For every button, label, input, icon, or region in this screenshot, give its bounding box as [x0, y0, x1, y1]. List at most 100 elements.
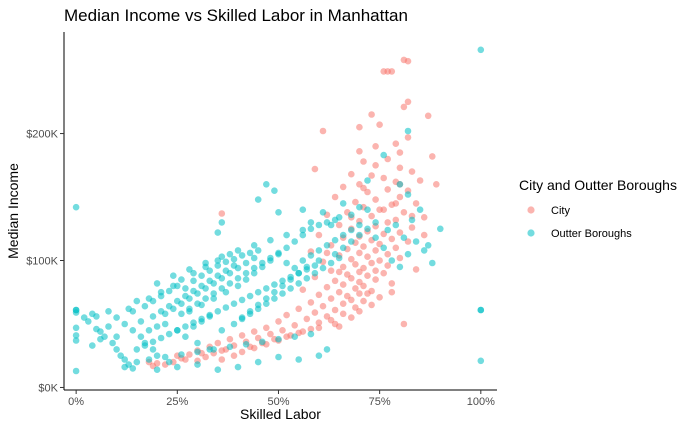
data-point	[424, 112, 432, 120]
data-point	[376, 121, 383, 128]
data-point	[226, 343, 234, 351]
data-point	[477, 46, 485, 54]
data-point	[372, 276, 379, 283]
data-point	[364, 253, 371, 260]
data-point	[360, 158, 367, 165]
data-point	[384, 226, 392, 234]
data-point	[279, 277, 286, 285]
data-point	[186, 305, 193, 313]
data-point	[190, 319, 197, 327]
data-point	[230, 300, 238, 308]
data-point	[129, 327, 137, 334]
legend-label: City	[551, 205, 570, 217]
data-point	[206, 277, 213, 285]
data-point	[279, 327, 286, 334]
data-point	[392, 200, 400, 207]
points-layer	[72, 46, 485, 375]
data-point	[105, 308, 112, 315]
data-point	[303, 275, 311, 282]
data-point	[259, 259, 266, 267]
data-point	[89, 342, 96, 349]
data-point	[250, 269, 258, 277]
data-point	[157, 308, 165, 315]
data-point	[72, 337, 80, 344]
data-point	[368, 172, 375, 179]
data-point	[178, 351, 185, 358]
data-point	[339, 231, 347, 239]
data-point	[182, 323, 189, 330]
data-point	[174, 363, 181, 371]
data-point	[339, 300, 347, 308]
data-point	[72, 367, 80, 375]
data-point	[198, 272, 205, 280]
data-point	[242, 341, 250, 348]
data-point	[182, 356, 189, 363]
data-point	[287, 273, 294, 281]
data-point	[291, 264, 299, 272]
data-point	[311, 269, 319, 277]
data-point	[392, 221, 400, 229]
data-point	[238, 296, 246, 304]
data-point	[388, 235, 396, 243]
data-point	[149, 346, 157, 353]
data-point	[174, 297, 181, 305]
data-point	[412, 200, 420, 207]
data-point	[275, 353, 282, 361]
data-point	[165, 330, 173, 338]
data-point	[72, 203, 80, 211]
data-point	[477, 306, 485, 314]
data-point	[307, 252, 315, 259]
data-point	[153, 323, 161, 330]
data-point	[218, 219, 226, 226]
data-point	[315, 231, 323, 239]
data-point	[429, 259, 436, 267]
data-point	[372, 196, 379, 203]
data-point	[109, 339, 116, 347]
data-point	[339, 310, 347, 318]
data-point	[396, 149, 404, 156]
y-tick-label: $200K	[26, 129, 58, 141]
data-point	[206, 311, 213, 319]
data-point	[234, 363, 242, 371]
data-point	[214, 229, 222, 236]
data-point	[137, 333, 145, 341]
data-point	[174, 327, 181, 334]
data-point	[368, 301, 375, 309]
data-point	[230, 255, 238, 263]
data-point	[348, 255, 355, 263]
data-point	[356, 231, 363, 239]
data-point	[331, 236, 339, 244]
data-point	[133, 346, 141, 353]
data-point	[380, 174, 388, 182]
data-point	[339, 200, 347, 207]
data-point	[133, 297, 141, 305]
data-point	[315, 319, 323, 327]
data-point	[348, 226, 355, 234]
data-point	[392, 244, 400, 252]
data-point	[275, 249, 282, 257]
data-point	[384, 250, 392, 258]
data-point	[206, 267, 213, 275]
data-point	[396, 263, 404, 271]
data-point	[182, 285, 189, 292]
data-point	[218, 347, 226, 354]
data-point	[226, 250, 234, 258]
data-point	[380, 244, 388, 252]
data-point	[234, 247, 242, 254]
data-point	[319, 127, 327, 135]
data-point	[299, 206, 307, 213]
data-point	[254, 305, 262, 313]
data-point	[198, 315, 205, 323]
data-point	[254, 196, 262, 203]
data-point	[190, 277, 197, 285]
data-point	[287, 285, 294, 292]
data-point	[113, 346, 120, 353]
data-point	[327, 295, 335, 302]
data-point	[283, 259, 290, 267]
data-point	[230, 320, 238, 328]
data-point	[424, 242, 432, 249]
data-point	[194, 348, 201, 356]
data-point	[214, 272, 222, 280]
data-point	[72, 332, 80, 339]
